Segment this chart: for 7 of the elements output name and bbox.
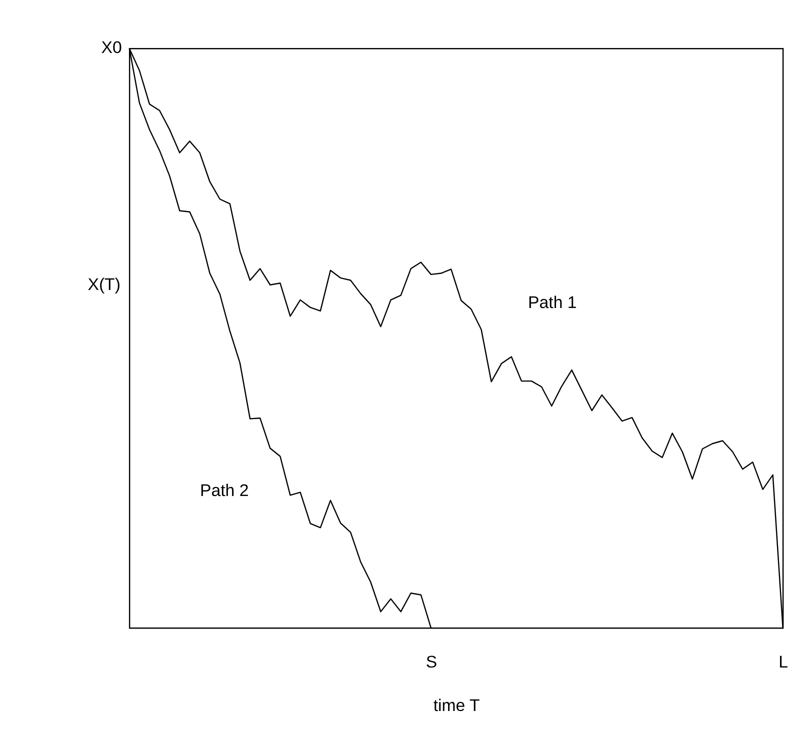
x-tick-label: L [778, 652, 788, 672]
y-axis-title: X(T) [88, 274, 120, 294]
text: X0 [101, 38, 122, 58]
text: Path 2 [200, 480, 249, 500]
x-axis-title: time T [433, 696, 480, 715]
text: Path 1 [528, 293, 577, 312]
x-tick-label: S [426, 652, 438, 672]
